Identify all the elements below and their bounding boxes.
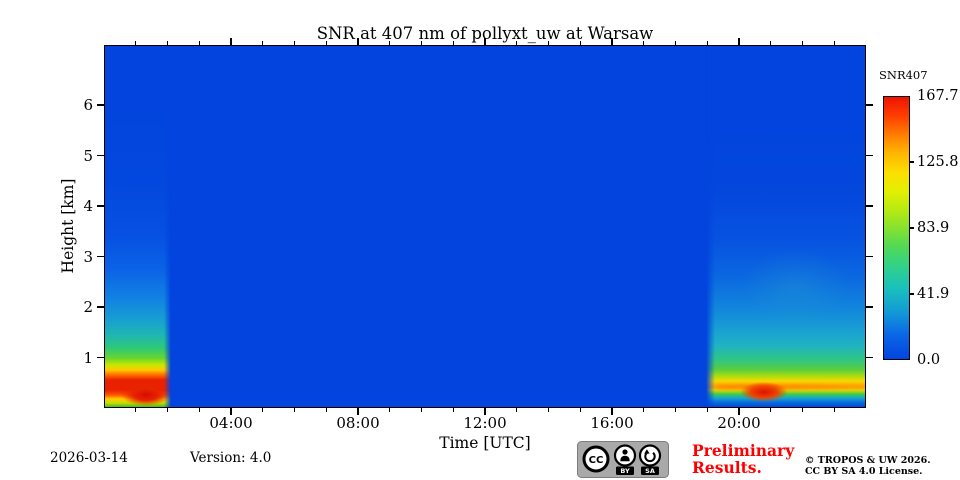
x-tick-label: 20:00 bbox=[717, 414, 761, 432]
measurement-date: 2026-03-14 bbox=[50, 450, 128, 466]
colorbar-tick bbox=[910, 293, 914, 295]
by-person-icon bbox=[613, 444, 637, 467]
y-axis-title: Height [km] bbox=[59, 178, 77, 274]
x-tick bbox=[643, 408, 645, 412]
colorbar-title: SNR407 bbox=[879, 68, 928, 82]
sa-label-box bbox=[641, 466, 659, 475]
x-tick bbox=[452, 408, 454, 412]
y-tick bbox=[97, 255, 104, 258]
x-tick bbox=[484, 408, 486, 415]
y-tick-label: 3 bbox=[83, 247, 93, 266]
heatmap-plot bbox=[104, 45, 866, 408]
x-tick bbox=[770, 408, 772, 412]
evening-orange-streak bbox=[710, 384, 865, 390]
x-tick bbox=[262, 408, 264, 412]
x-tick bbox=[579, 408, 581, 412]
chart-title: SNR at 407 nm of pollyxt_uw at Warsaw bbox=[316, 24, 654, 43]
x-tick bbox=[198, 408, 200, 412]
x-tick bbox=[420, 408, 422, 412]
x-tick bbox=[325, 408, 327, 412]
colorbar-tick-label: 0.0 bbox=[917, 352, 941, 368]
x-tick bbox=[738, 408, 740, 415]
x-tick-label: 04:00 bbox=[209, 414, 253, 432]
sa-arrow-icon bbox=[638, 444, 662, 467]
x-tick bbox=[135, 408, 137, 412]
x-tick bbox=[389, 408, 391, 412]
preliminary-results-label: Preliminary Results. bbox=[692, 441, 795, 477]
colorbar-tick-label: 125.8 bbox=[917, 154, 959, 170]
y-tick bbox=[97, 154, 104, 157]
y-tick bbox=[866, 154, 873, 157]
colorbar-tick-label: 167.7 bbox=[917, 88, 959, 104]
y-tick bbox=[866, 255, 873, 258]
by-label-text: BY bbox=[620, 467, 630, 475]
by-person-body bbox=[620, 455, 630, 462]
colorbar-tick-label: 41.9 bbox=[917, 286, 950, 302]
x-tick bbox=[801, 408, 803, 412]
y-tick bbox=[97, 205, 104, 207]
sa-arrow-arc bbox=[644, 452, 656, 463]
cc-icon-text: CC bbox=[589, 455, 604, 466]
colorbar-tick-label: 83.9 bbox=[917, 220, 950, 236]
x-tick bbox=[611, 408, 613, 415]
morning-snr-max-blob bbox=[121, 381, 171, 406]
evening-signal-region bbox=[706, 46, 865, 407]
x-tick bbox=[706, 408, 708, 412]
y-tick-label: 1 bbox=[83, 348, 93, 367]
x-tick bbox=[833, 408, 835, 412]
x-tick bbox=[547, 408, 549, 412]
x-tick bbox=[516, 408, 518, 412]
y-tick bbox=[97, 104, 104, 106]
x-tick-label: 16:00 bbox=[590, 414, 634, 432]
copyright-license-label: © TROPOS & UW 2026. CC BY SA 4.0 License… bbox=[805, 455, 931, 477]
sa-arrow-head bbox=[644, 449, 650, 454]
colorbar-tick bbox=[910, 227, 914, 229]
y-tick-label: 5 bbox=[83, 146, 93, 165]
x-tick bbox=[357, 408, 359, 415]
evening-cyan-wisp bbox=[741, 250, 850, 322]
y-tick bbox=[97, 306, 104, 308]
x-tick-label: 12:00 bbox=[463, 414, 507, 432]
y-tick-label: 2 bbox=[83, 298, 93, 316]
y-tick bbox=[866, 306, 873, 308]
y-tick bbox=[866, 356, 873, 359]
sa-label-text: SA bbox=[645, 467, 655, 475]
y-tick-label: 6 bbox=[83, 96, 93, 114]
morning-signal-region bbox=[105, 46, 171, 407]
y-tick bbox=[97, 356, 104, 359]
x-tick bbox=[293, 408, 295, 412]
by-person-head bbox=[622, 449, 628, 455]
by-label-box bbox=[616, 466, 634, 475]
y-tick bbox=[866, 104, 873, 106]
cc-icon bbox=[582, 445, 610, 473]
cc-by-sa-badge: CC BY SA bbox=[577, 441, 669, 478]
version-label: Version: 4.0 bbox=[190, 450, 272, 466]
y-tick bbox=[866, 205, 873, 207]
colorbar bbox=[883, 96, 910, 360]
x-axis-title: Time [UTC] bbox=[439, 434, 531, 452]
y-tick-label: 4 bbox=[83, 197, 93, 215]
x-tick bbox=[674, 408, 676, 412]
x-tick-label: 08:00 bbox=[336, 414, 380, 432]
x-tick bbox=[230, 408, 232, 415]
x-tick bbox=[166, 408, 168, 412]
evening-snr-max-blob bbox=[740, 382, 788, 402]
colorbar-tick bbox=[910, 161, 914, 163]
